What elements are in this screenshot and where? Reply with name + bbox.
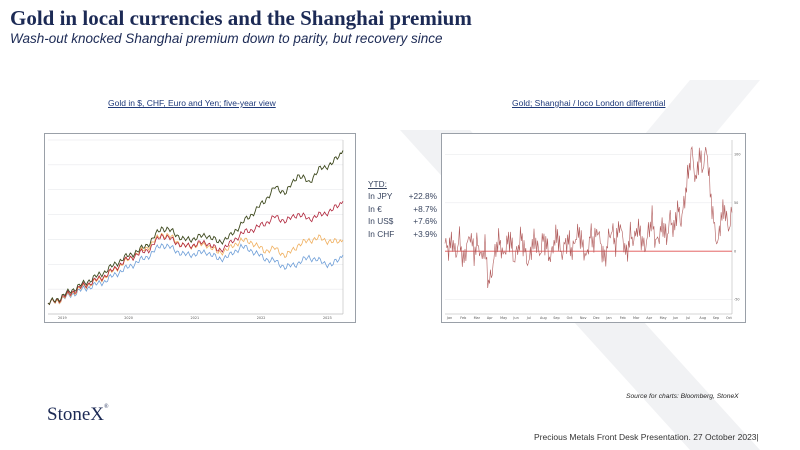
x-tick-label: 2023 bbox=[323, 316, 332, 320]
ytd-row-eur: In € +8.7% bbox=[368, 203, 437, 215]
slide-title: Gold in local currencies and the Shangha… bbox=[10, 6, 472, 30]
x-tick-label: Jan bbox=[605, 316, 611, 320]
x-tick-label: Feb bbox=[460, 316, 466, 320]
x-tick-label: May bbox=[500, 316, 507, 320]
x-tick-label: Jul bbox=[526, 316, 531, 320]
x-tick-label: Sep bbox=[713, 316, 719, 320]
y-tick-label: 100 bbox=[734, 153, 740, 157]
stonex-logo: StoneX® bbox=[47, 404, 109, 426]
x-tick-label: 2020 bbox=[124, 316, 133, 320]
premium-series-line bbox=[444, 145, 733, 289]
x-tick-label: Aug bbox=[540, 316, 547, 320]
x-tick-label: Feb bbox=[620, 316, 626, 320]
ytd-value: +7.6% bbox=[413, 216, 437, 227]
x-tick-label: Oct bbox=[726, 316, 733, 320]
ytd-row-jpy: In JPY +22.8% bbox=[368, 190, 437, 202]
x-tick-label: 2019 bbox=[58, 316, 67, 320]
ytd-label: In € bbox=[368, 203, 382, 214]
x-tick-label: Apr bbox=[487, 316, 493, 320]
x-tick-label: Jun bbox=[672, 316, 678, 320]
logo-text: StoneX bbox=[47, 404, 104, 425]
right-chart-caption: Gold; Shanghai / loco London differentia… bbox=[512, 98, 666, 108]
x-tick-label: Oct bbox=[567, 316, 574, 320]
y-tick-label: -50 bbox=[734, 298, 740, 302]
x-tick-label: 2021 bbox=[191, 316, 200, 320]
x-tick-label: Jan bbox=[446, 316, 452, 320]
x-tick-label: Jun bbox=[512, 316, 518, 320]
ytd-row-chf: In CHF +3.9% bbox=[368, 228, 437, 240]
gold-currencies-plot: 2019 2020 2021 2022 2023 bbox=[47, 139, 344, 320]
x-tick-label: 2022 bbox=[257, 316, 266, 320]
footer-text: Precious Metals Front Desk Presentation.… bbox=[534, 432, 759, 442]
x-tick-label: Mar bbox=[474, 316, 481, 320]
series-line-chf bbox=[47, 243, 344, 306]
ytd-title: YTD: bbox=[368, 179, 387, 189]
x-tick-label: Sep bbox=[553, 316, 559, 320]
slide-subtitle: Wash-out knocked Shanghai premium down t… bbox=[10, 31, 443, 46]
gold-currencies-chart: 2019 2020 2021 2022 2023 bbox=[44, 133, 356, 323]
series-line-eur bbox=[47, 200, 344, 306]
y-tick-label: 50 bbox=[734, 201, 738, 205]
series-line-jpy bbox=[47, 150, 344, 306]
x-tick-label: Dec bbox=[593, 316, 600, 320]
x-tick-label: Apr bbox=[646, 316, 652, 320]
x-tick-label: Jul bbox=[685, 316, 690, 320]
x-tick-label: May bbox=[660, 316, 667, 320]
ytd-row-usd: In US$ +7.6% bbox=[368, 215, 437, 227]
ytd-table: YTD: In JPY +22.8% In € +8.7% In US$ +7.… bbox=[368, 178, 437, 240]
x-tick-label: Nov bbox=[580, 316, 587, 320]
source-note: Source for charts: Bloomberg, StoneX bbox=[626, 393, 739, 400]
shanghai-premium-plot: -50 0 50 100 Jan Feb Mar Apr May Jun Jul Aug Sep Oct N… bbox=[444, 140, 740, 320]
ytd-label: In JPY bbox=[368, 191, 393, 202]
y-tick-label: 0 bbox=[734, 249, 736, 253]
shanghai-premium-chart: -50 0 50 100 Jan Feb Mar Apr May Jun Jul Aug Sep Oct N… bbox=[441, 133, 746, 323]
registered-mark: ® bbox=[104, 404, 109, 410]
ytd-label: In CHF bbox=[368, 228, 395, 239]
ytd-value: +8.7% bbox=[413, 203, 437, 214]
ytd-value: +3.9% bbox=[413, 228, 437, 239]
x-tick-label: Mar bbox=[633, 316, 640, 320]
ytd-value: +22.8% bbox=[408, 191, 437, 202]
left-chart-caption: Gold in $, CHF, Euro and Yen; five-year … bbox=[108, 98, 276, 108]
x-tick-label: Aug bbox=[699, 316, 706, 320]
series-line-usd bbox=[47, 232, 344, 306]
ytd-label: In US$ bbox=[368, 216, 394, 227]
